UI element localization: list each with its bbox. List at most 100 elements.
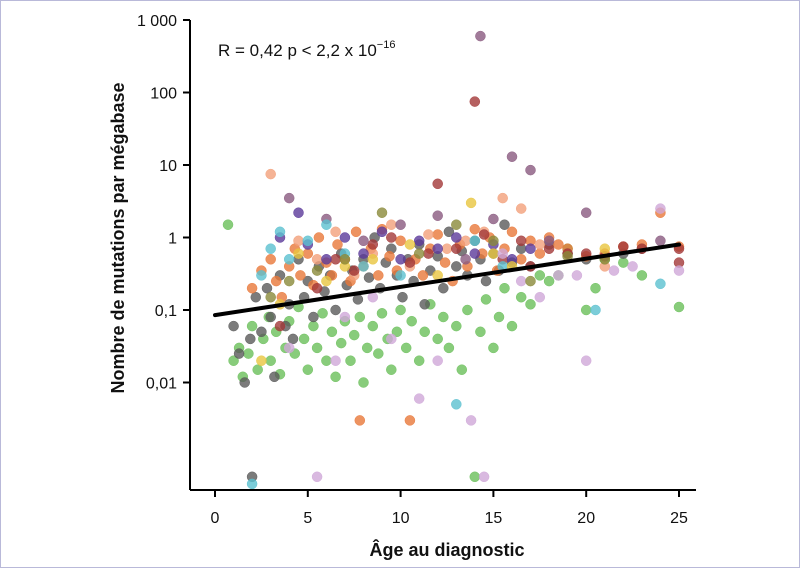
data-point <box>308 320 319 332</box>
x-tick-label: 25 <box>670 510 688 527</box>
data-point <box>465 415 477 426</box>
data-point <box>404 239 416 250</box>
data-point <box>404 415 416 426</box>
data-point <box>302 235 314 247</box>
data-point <box>339 232 351 243</box>
data-point <box>553 270 564 281</box>
x-tick-label: 15 <box>485 510 503 527</box>
data-point <box>373 270 384 281</box>
data-point <box>488 342 499 354</box>
data-point <box>543 275 555 287</box>
data-point <box>311 282 323 294</box>
data-point <box>246 478 258 490</box>
data-point <box>326 326 338 338</box>
data-point <box>404 257 416 268</box>
data-point <box>580 355 592 366</box>
data-point <box>655 203 666 214</box>
data-point <box>425 265 436 276</box>
data-point <box>321 355 332 366</box>
x-tick-label: 20 <box>577 510 595 527</box>
data-point <box>395 254 406 265</box>
data-point <box>373 348 384 359</box>
data-point <box>339 254 351 265</box>
data-point <box>395 270 406 281</box>
data-point <box>222 219 234 230</box>
x-tick-label: 5 <box>303 510 312 527</box>
data-point <box>317 308 328 319</box>
y-tick-label: 1 000 <box>137 13 177 30</box>
data-point <box>228 355 239 366</box>
data-point <box>497 192 508 204</box>
data-point <box>256 270 267 281</box>
data-point <box>256 355 267 366</box>
data-point <box>265 254 276 265</box>
data-point <box>265 243 276 254</box>
data-point <box>618 257 629 268</box>
data-point <box>348 265 360 276</box>
data-point <box>283 254 295 265</box>
correlation-annotation: R = 0,42 p < 2,2 x 10−16 <box>218 39 395 60</box>
data-point <box>469 248 481 259</box>
data-point <box>488 248 499 259</box>
data-point <box>239 377 250 388</box>
data-point <box>460 254 471 265</box>
data-point <box>376 308 388 319</box>
data-point <box>499 282 510 294</box>
data-point <box>321 254 332 265</box>
data-point <box>673 301 685 313</box>
data-point <box>655 235 666 247</box>
data-point <box>302 248 314 259</box>
data-point <box>480 294 492 305</box>
data-point <box>580 304 592 316</box>
data-point <box>269 371 280 383</box>
data-point <box>432 333 443 345</box>
data-point <box>358 261 369 272</box>
data-point <box>308 311 319 323</box>
data-point <box>469 235 481 247</box>
data-point <box>265 311 276 323</box>
data-point <box>397 291 408 303</box>
data-point <box>456 364 468 375</box>
data-point <box>571 270 583 281</box>
data-point <box>243 348 254 359</box>
data-point <box>413 393 425 404</box>
data-point <box>367 254 379 265</box>
data-point <box>480 275 492 287</box>
data-point <box>432 243 443 254</box>
data-point <box>386 232 397 243</box>
data-point <box>293 235 304 247</box>
y-tick-label: 0,01 <box>146 376 177 393</box>
data-point <box>265 291 276 303</box>
data-point <box>245 333 256 345</box>
data-point <box>534 270 546 281</box>
data-point <box>386 219 397 230</box>
data-point <box>391 326 403 338</box>
data-point <box>432 210 443 221</box>
correlation-text: R = 0,42 p < 2,2 x 10 <box>218 41 377 60</box>
data-point <box>265 168 276 180</box>
data-point <box>439 257 451 268</box>
trend-line <box>213 242 681 318</box>
data-point <box>332 239 343 250</box>
data-point <box>465 197 477 209</box>
data-point <box>515 254 527 265</box>
correlation-exponent: −16 <box>377 39 396 51</box>
data-point <box>451 232 462 243</box>
x-axis-title: Âge au diagnostic <box>369 539 524 560</box>
data-point <box>293 207 304 218</box>
data-point <box>395 235 406 247</box>
data-point <box>580 207 592 218</box>
data-point <box>287 333 299 345</box>
data-point <box>256 326 267 338</box>
data-point <box>451 320 462 332</box>
data-point <box>311 471 323 483</box>
data-point <box>354 311 366 323</box>
data-point <box>233 348 245 359</box>
data-point <box>432 355 443 366</box>
data-point <box>543 235 555 247</box>
data-point <box>413 355 425 366</box>
data-point <box>384 251 395 262</box>
data-point <box>367 239 379 250</box>
data-point <box>469 96 481 107</box>
data-point <box>358 248 369 259</box>
